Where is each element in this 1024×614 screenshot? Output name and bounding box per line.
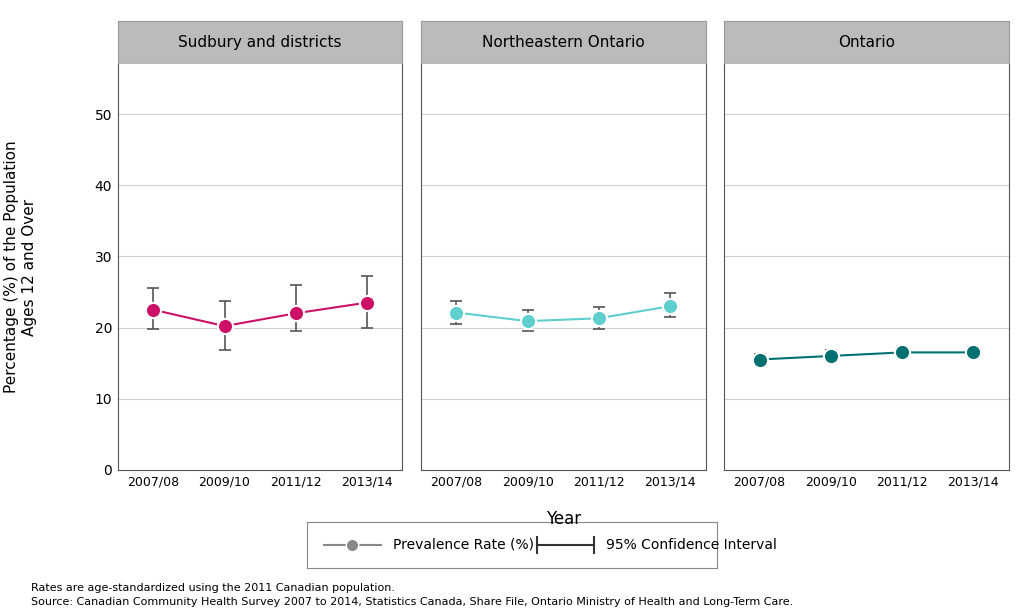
Text: Sudbury and districts: Sudbury and districts [178,36,342,50]
Text: Ontario: Ontario [838,36,895,50]
Point [145,305,162,314]
Point [288,308,304,318]
Point [449,308,465,317]
Point [894,348,910,357]
Text: Year: Year [546,510,581,528]
Point [216,321,232,331]
Point [519,316,536,326]
Text: Prevalence Rate (%): Prevalence Rate (%) [393,538,535,552]
Text: Northeastern Ontario: Northeastern Ontario [482,36,644,50]
Point [752,355,768,365]
Point [358,298,375,308]
Point [822,351,839,361]
Point [662,301,678,311]
Point [965,348,981,357]
Text: Rates are age-standardized using the 2011 Canadian population.: Rates are age-standardized using the 201… [31,583,394,593]
Text: Source: Canadian Community Health Survey 2007 to 2014, Statistics Canada, Share : Source: Canadian Community Health Survey… [31,597,793,607]
Text: 95% Confidence Interval: 95% Confidence Interval [606,538,777,552]
Text: Percentage (%) of the Population
Ages 12 and Over: Percentage (%) of the Population Ages 12… [4,141,37,394]
Point [591,313,607,323]
Point [344,540,360,550]
